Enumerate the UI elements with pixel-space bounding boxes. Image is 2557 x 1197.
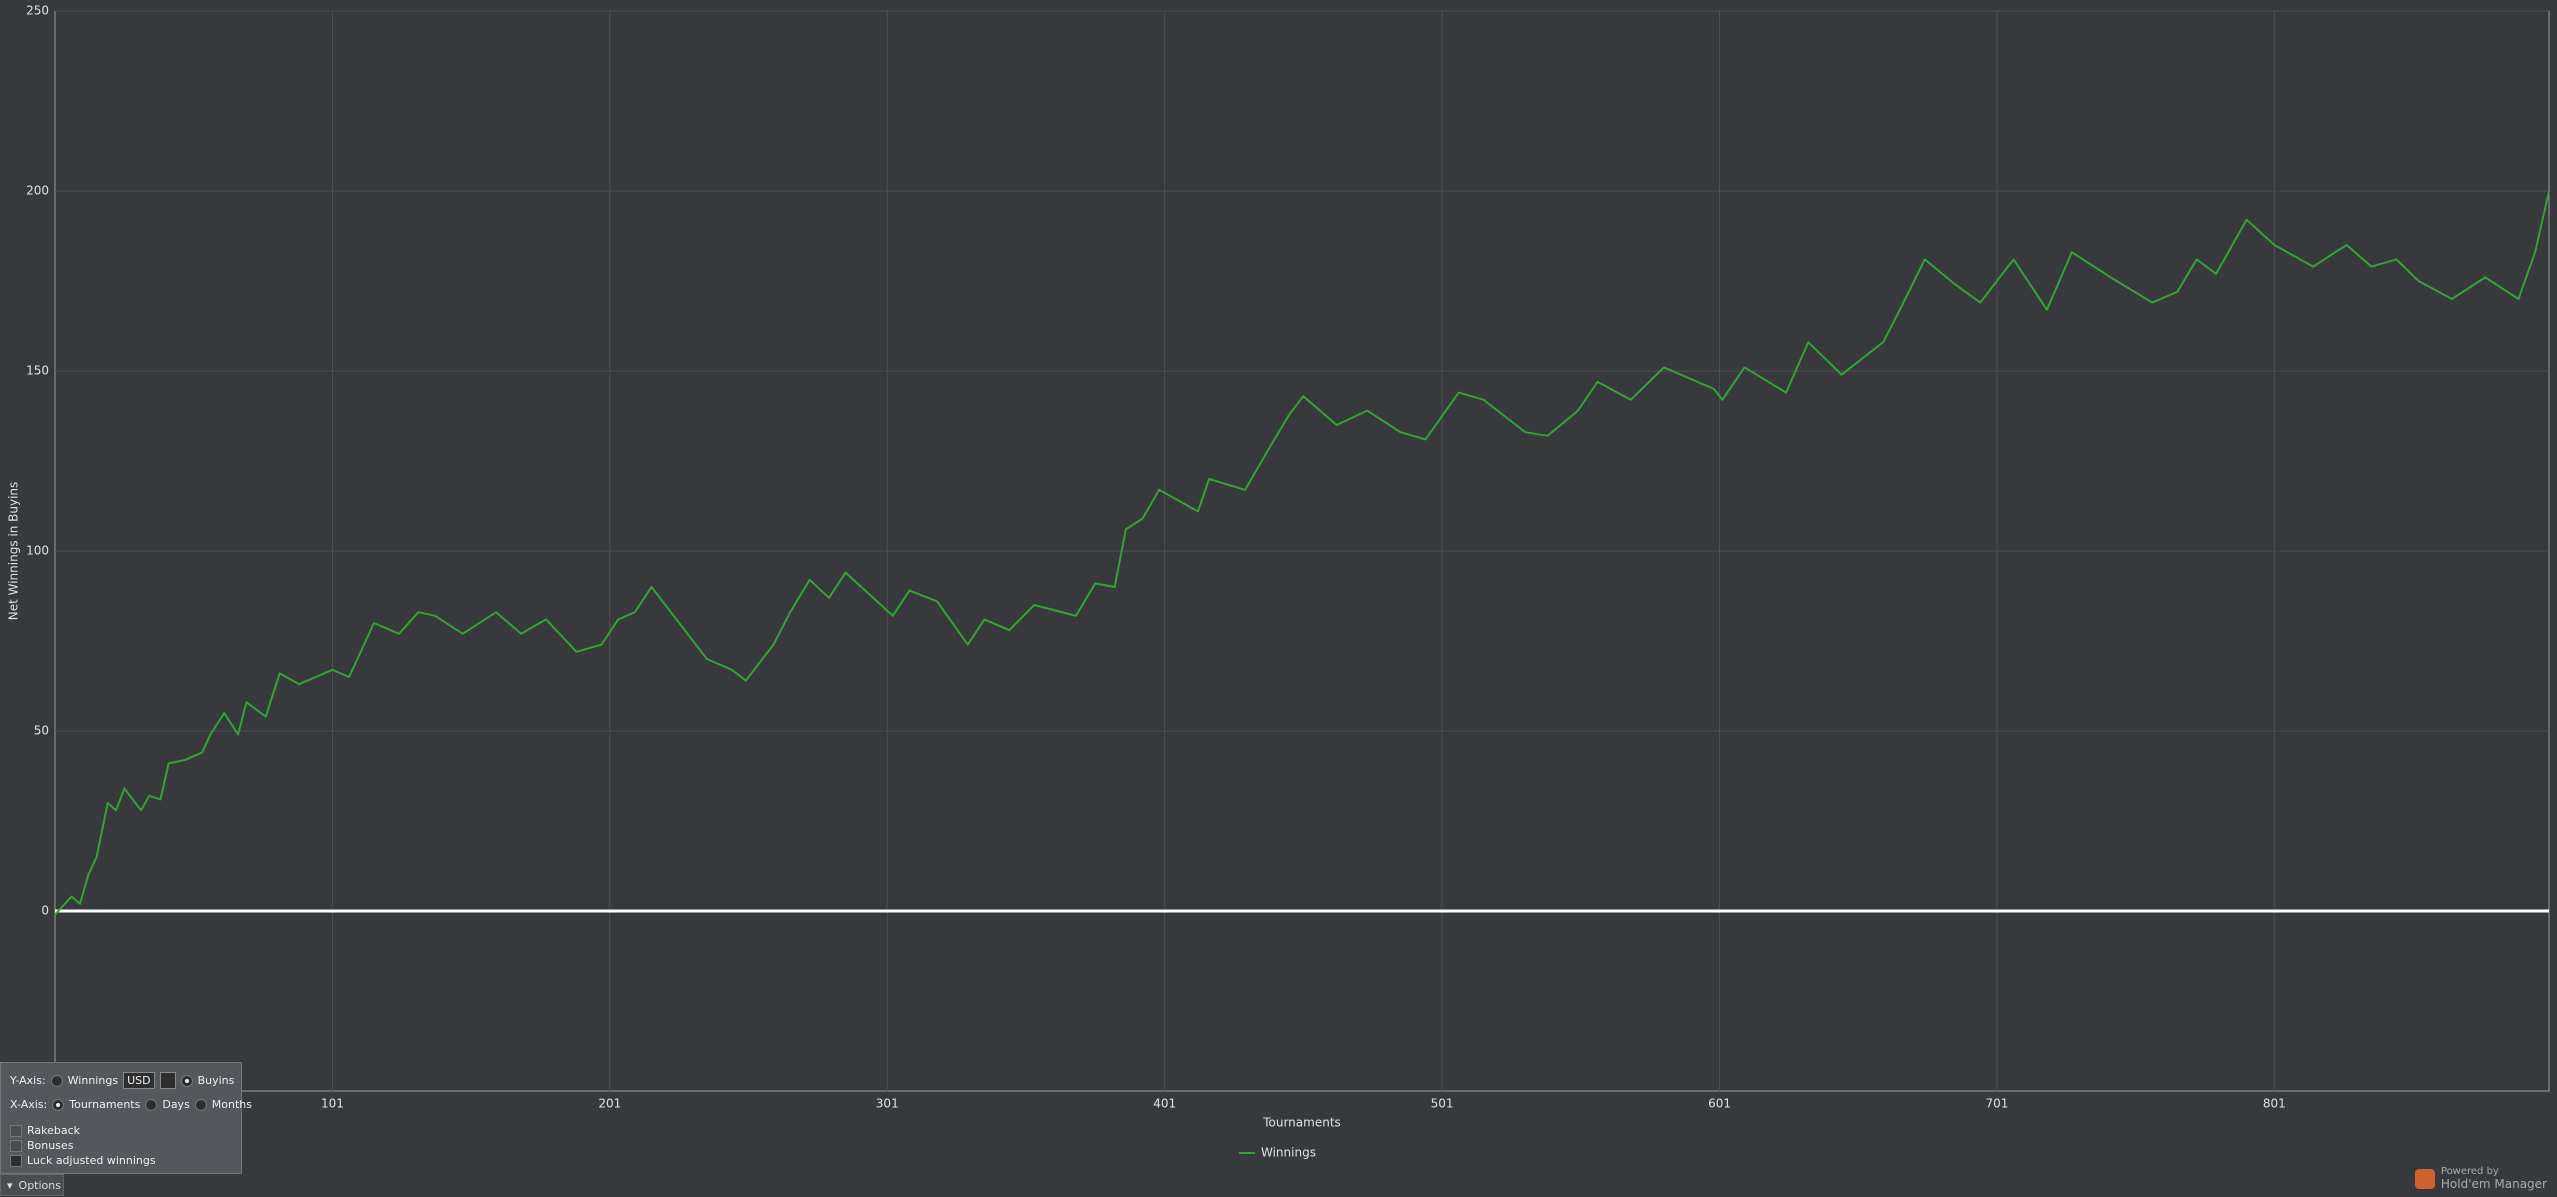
x-tick-label: 401 [1153,1097,1176,1111]
y-axis-row: Y-Axis: Winnings USD Buyins [10,1072,234,1089]
icon: ▾ [7,1178,13,1192]
x-axis-title: Tournaments [1262,1116,1341,1130]
label: Winnings [67,1074,119,1087]
y-tick-label: 100 [26,544,49,558]
check-row: Luck adjusted winnings [10,1154,156,1167]
radio[interactable] [50,1074,63,1087]
x-tick-label: 501 [1431,1097,1454,1111]
radio[interactable] [52,1098,65,1111]
y-tick-label: 200 [26,184,49,198]
dropdown[interactable] [159,1072,176,1089]
checkbox[interactable] [10,1154,22,1167]
label: Buyins [197,1074,235,1087]
x-tick-label: 101 [321,1097,344,1111]
label: X-Axis: [10,1098,48,1111]
x-axis-row: X-Axis: Tournaments Days Months [10,1098,252,1111]
radio[interactable] [145,1098,158,1111]
y-tick-label: 0 [41,904,49,918]
label: Months [211,1098,253,1111]
y-axis-title: Net Winnings in Buyins [7,482,21,621]
brand: Hold'em Manager [2440,1177,2547,1191]
radio[interactable] [180,1074,193,1087]
currency-select[interactable]: USD [123,1072,155,1089]
radio[interactable] [194,1098,207,1111]
series-line [54,190,2550,916]
powered: Powered by [2440,1166,2499,1177]
check-row: Bonuses [10,1139,73,1152]
x-tick-label: 701 [1985,1097,2008,1111]
label: Options [18,1178,61,1192]
x-tick-label: 801 [2263,1097,2286,1111]
x-tick-label: 601 [1708,1097,1731,1111]
logo: Powered by Hold'em Manager [2414,1166,2547,1191]
y-tick-label: 250 [26,4,49,18]
legend-label: Winnings [1261,1146,1316,1160]
x-tick-label: 301 [876,1097,899,1111]
options-button[interactable]: ▾ Options [0,1174,64,1196]
checkbox[interactable] [10,1139,22,1152]
y-tick-label: 150 [26,364,49,378]
label: Y-Axis: [10,1074,46,1087]
checkbox[interactable] [10,1124,22,1137]
label: Rakeback [27,1124,81,1137]
label: Luck adjusted winnings [27,1154,156,1167]
label: Bonuses [27,1139,74,1152]
y-tick-label: 50 [34,724,49,738]
logo-icon [2414,1168,2435,1189]
label: Tournaments [69,1098,141,1111]
options-panel: Y-Axis: Winnings USD Buyins X-Axis: Tour… [0,1062,252,1174]
x-tick-label: 201 [598,1097,621,1111]
label: Days [162,1098,190,1111]
check-row: Rakeback [10,1124,80,1137]
